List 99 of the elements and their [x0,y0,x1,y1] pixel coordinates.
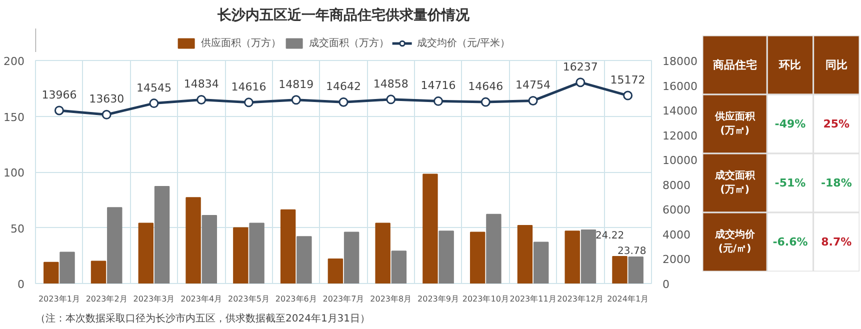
y2-tick-label: 14000 [662,104,698,118]
y-tick-label: 150 [4,110,25,124]
data-label: 24.22 [595,230,624,242]
text: -18% [820,176,852,190]
data-label: 15172 [610,74,646,87]
category-label: 成交面积 (万㎡) [714,170,755,196]
point [434,96,444,106]
bar [296,236,312,284]
bar [107,207,122,284]
x-tick-label: 2023年1月 [38,294,80,304]
y2-tick-label: 12000 [662,129,698,142]
bar [328,258,344,284]
bar [90,260,106,284]
data-label: 14834 [184,78,219,91]
point [386,94,396,104]
category-label: 同比 [825,58,848,72]
x-tick-label: 2023年6月 [275,294,317,304]
text: -6.6% [772,236,808,248]
legend-label: 成交均价（元/平米） [416,36,510,50]
data-label: 14616 [231,80,266,94]
y2-tick-label: 18000 [662,55,698,68]
chart-title: 长沙内五区近一年商品住宅供求量价情况 [216,6,470,24]
x-tick-label: 2023年11月 [510,294,556,304]
bar [138,222,154,284]
text: 25% [823,118,850,130]
data-label: 14642 [326,80,362,94]
data-label: 14819 [278,78,314,91]
bar [517,225,533,284]
data-label: 14545 [136,81,172,94]
category-label: 供应面积 (万㎡) [714,111,755,137]
data-label: 16237 [562,60,598,74]
point [102,110,112,120]
bar [533,242,549,284]
point [480,97,490,107]
bar [470,232,486,284]
x-tick-label: 2023年2月 [86,294,128,304]
x-tick-label: 2023年12月 [557,294,604,304]
y2-tick-label: 2000 [662,253,690,266]
bar [438,230,454,284]
text: （注：本次数据采取口径为长沙市内五区，供求数据截至2024年1月31日） [36,312,370,324]
bar [375,222,390,284]
y2-tick-label: 0 [662,278,670,291]
bar [344,232,360,284]
y2-tick-label: 16000 [662,80,698,93]
data-label: 13630 [89,92,124,106]
text: -51% [774,176,806,190]
x-tick-label: 2023年4月 [180,294,222,304]
data-label: 14754 [516,78,551,92]
bar [422,174,438,284]
text: 8.7% [821,236,852,248]
y2-tick-label: 8000 [662,178,690,192]
x-tick-label: 2023年9月 [418,294,459,304]
bar [628,256,644,284]
category-label: 成交均价 (元/㎡) [714,229,755,255]
bar [391,250,407,284]
bar [249,222,264,284]
data-label: 14858 [373,77,408,90]
bar [233,227,248,284]
category-label: 环比 [778,58,802,72]
bar [186,197,201,284]
point [244,98,254,108]
point [528,96,538,106]
bar [564,230,580,284]
y-tick-label: 0 [18,278,24,291]
bar [580,229,596,284]
y2-tick-label: 10000 [662,154,698,168]
bar [486,214,502,284]
point [338,97,348,107]
legend-label: 成交面积（万方） [308,36,389,50]
point [196,94,206,104]
bar [154,186,170,284]
data-label: 14646 [468,80,504,94]
y-tick-label: 50 [10,222,25,236]
bar [612,256,628,284]
bar [44,262,59,284]
y2-tick-label: 6000 [662,204,690,217]
x-tick-label: 2023年3月 [133,294,175,304]
x-tick-label: 2024年1月 [607,294,649,304]
x-tick-label: 2023年5月 [228,294,270,304]
text: -49% [774,118,806,130]
point [623,90,633,100]
data-label: 23.78 [618,246,646,257]
point [54,106,64,116]
bar [202,214,218,284]
x-tick-label: 2023年8月 [370,294,412,304]
y2-tick-label: 4000 [662,228,690,242]
data-label: 13966 [42,88,77,102]
legend-label: 供应面积（万方） [200,36,281,50]
point [149,98,159,108]
y-tick-label: 200 [4,55,25,68]
point [291,95,301,105]
text: 商品住宅 [712,58,757,72]
data-label: 14716 [420,79,456,92]
y-tick-label: 100 [4,166,25,180]
bar [280,209,296,284]
point [576,78,586,88]
x-tick-label: 2023年7月 [322,294,364,304]
x-tick-label: 2023年10月 [462,294,509,304]
bar [60,252,75,284]
